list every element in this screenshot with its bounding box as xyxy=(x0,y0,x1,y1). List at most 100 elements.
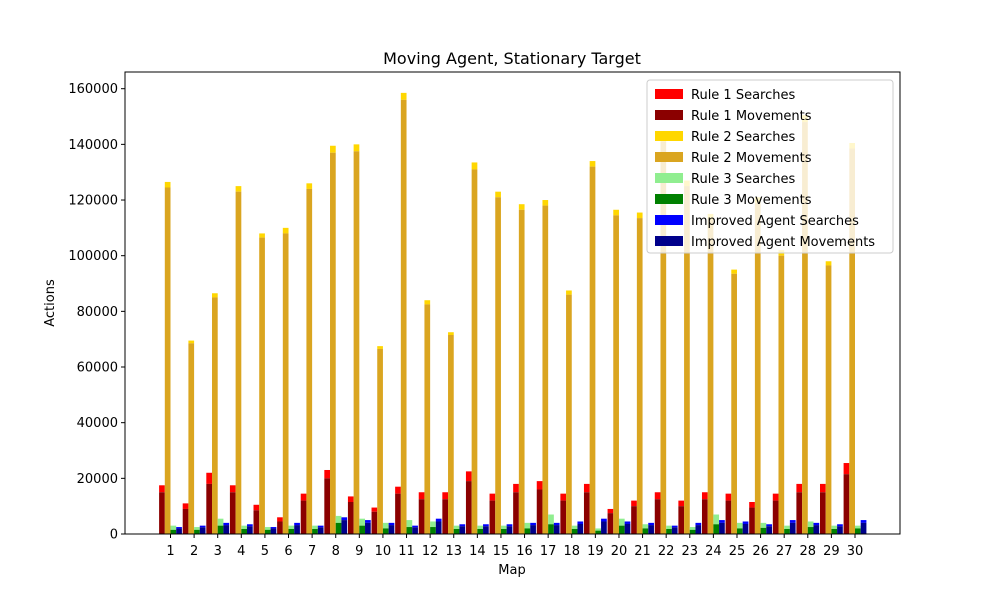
x-tick-label: 3 xyxy=(214,544,222,559)
bar-rule-2-movements xyxy=(660,141,667,534)
x-tick-label: 21 xyxy=(634,544,651,559)
x-tick-label: 5 xyxy=(261,544,269,559)
bar-improved-agent-searches xyxy=(530,522,536,526)
legend-label: Rule 2 Searches xyxy=(691,130,795,145)
bar-rule-3-searches xyxy=(335,515,342,523)
bar-rule-2-movements xyxy=(212,297,218,534)
bar-improved-agent-searches xyxy=(223,522,230,526)
bar-rule-2-searches xyxy=(353,144,360,152)
bar-rule-1-movements xyxy=(347,501,354,534)
bar-rule-1-movements xyxy=(489,500,496,534)
y-tick-label: 20000 xyxy=(77,472,118,487)
bar-rule-2-searches xyxy=(259,233,265,238)
bar-rule-3-movements xyxy=(548,524,554,534)
bar-rule-3-movements xyxy=(217,525,224,534)
bar-rule-1-searches xyxy=(159,485,165,493)
bar-improved-agent-movements xyxy=(577,523,584,534)
bar-rule-3-searches xyxy=(170,525,177,530)
bar-rule-1-searches xyxy=(536,481,543,490)
bar-improved-agent-searches xyxy=(341,517,348,521)
x-tick-label: 18 xyxy=(563,544,580,559)
bar-rule-1-searches xyxy=(324,469,331,479)
x-tick-label: 4 xyxy=(237,544,245,559)
bar-rule-1-searches xyxy=(796,483,803,493)
legend-swatch xyxy=(655,89,683,99)
bar-rule-3-movements xyxy=(807,527,814,534)
bar-rule-1-searches xyxy=(489,493,496,501)
bar-improved-agent-movements xyxy=(719,522,725,534)
bar-improved-agent-movements xyxy=(176,528,182,534)
bar-rule-1-searches xyxy=(583,483,590,493)
y-tick-label: 60000 xyxy=(77,361,118,376)
bar-improved-agent-searches xyxy=(388,522,395,526)
bar-rule-3-searches xyxy=(382,522,389,529)
bar-rule-1-movements xyxy=(749,507,755,534)
bar-improved-agent-searches xyxy=(483,524,489,527)
bar-rule-1-searches xyxy=(513,483,519,493)
bar-rule-3-searches xyxy=(500,525,507,529)
bar-rule-2-searches xyxy=(306,183,313,189)
bar-rule-1-movements xyxy=(300,500,307,534)
x-tick-label: 19 xyxy=(587,544,604,559)
x-tick-label: 30 xyxy=(847,544,864,559)
x-tick-label: 26 xyxy=(752,544,769,559)
x-tick-label: 2 xyxy=(190,544,198,559)
bar-rule-3-movements xyxy=(760,527,767,534)
bar-rule-2-searches xyxy=(613,209,619,216)
bar-rule-1-movements xyxy=(843,474,850,534)
bar-rule-3-searches xyxy=(666,525,672,529)
bar-improved-agent-movements xyxy=(506,526,513,534)
bar-improved-agent-movements xyxy=(365,522,371,534)
bar-rule-2-searches xyxy=(164,181,171,188)
bar-rule-1-searches xyxy=(206,472,213,484)
bar-rule-1-searches xyxy=(560,493,567,501)
bar-rule-2-searches xyxy=(282,227,289,234)
x-tick-label: 23 xyxy=(682,544,699,559)
legend-swatch xyxy=(655,131,683,141)
x-tick-label: 28 xyxy=(800,544,817,559)
bar-rule-1-searches xyxy=(442,492,449,500)
bar-rule-2-movements xyxy=(424,304,431,534)
bar-rule-3-searches xyxy=(430,521,436,528)
bar-rule-3-searches xyxy=(194,527,200,530)
bar-rule-3-searches xyxy=(359,518,366,526)
bar-improved-agent-movements xyxy=(624,523,631,534)
y-tick-label: 40000 xyxy=(77,416,118,431)
bar-rule-1-movements xyxy=(371,511,378,534)
bar-rule-2-movements xyxy=(542,205,549,534)
bar-rule-3-movements xyxy=(335,522,342,534)
bar-rule-3-searches xyxy=(241,525,248,529)
bar-rule-1-searches xyxy=(347,496,354,502)
bar-rule-2-searches xyxy=(495,191,501,198)
bar-rule-2-movements xyxy=(825,265,832,534)
x-tick-label: 15 xyxy=(493,544,510,559)
bar-rule-2-searches xyxy=(424,300,431,305)
bar-improved-agent-movements xyxy=(671,527,678,534)
bar-rule-2-movements xyxy=(448,335,454,534)
bar-rule-2-movements xyxy=(164,187,171,534)
bar-improved-agent-movements xyxy=(837,526,843,534)
legend-label: Improved Agent Searches xyxy=(691,214,859,229)
bar-rule-3-searches xyxy=(642,524,649,529)
bar-rule-3-searches xyxy=(784,525,790,529)
bar-improved-agent-searches xyxy=(435,518,442,522)
x-axis: 1 2 3 4 5 6 7 8 9 10 11 12 13 14 15 16 17 18 19 20 21 22 23 24 2… xyxy=(166,534,863,559)
x-tick-label: 13 xyxy=(445,544,462,559)
bar-rule-3-movements xyxy=(382,528,389,534)
bar-rule-3-movements xyxy=(595,530,602,534)
bar-rule-3-searches xyxy=(736,522,743,529)
y-axis-title: Actions xyxy=(43,279,58,327)
bar-rule-1-searches xyxy=(253,504,260,511)
bar-rule-3-movements xyxy=(666,528,672,534)
bar-improved-agent-movements xyxy=(199,527,206,534)
bar-rule-1-searches xyxy=(418,492,425,500)
bar-improved-agent-searches xyxy=(199,525,206,528)
bar-rule-2-movements xyxy=(707,219,714,534)
bar-rule-2-searches xyxy=(377,346,383,349)
bar-rule-3-searches xyxy=(264,527,271,530)
x-tick-label: 8 xyxy=(332,544,340,559)
y-tick-label: 140000 xyxy=(68,138,118,153)
bar-rule-3-movements xyxy=(264,529,271,534)
bar-rule-3-searches xyxy=(288,525,295,529)
bar-rule-2-movements xyxy=(802,122,808,535)
